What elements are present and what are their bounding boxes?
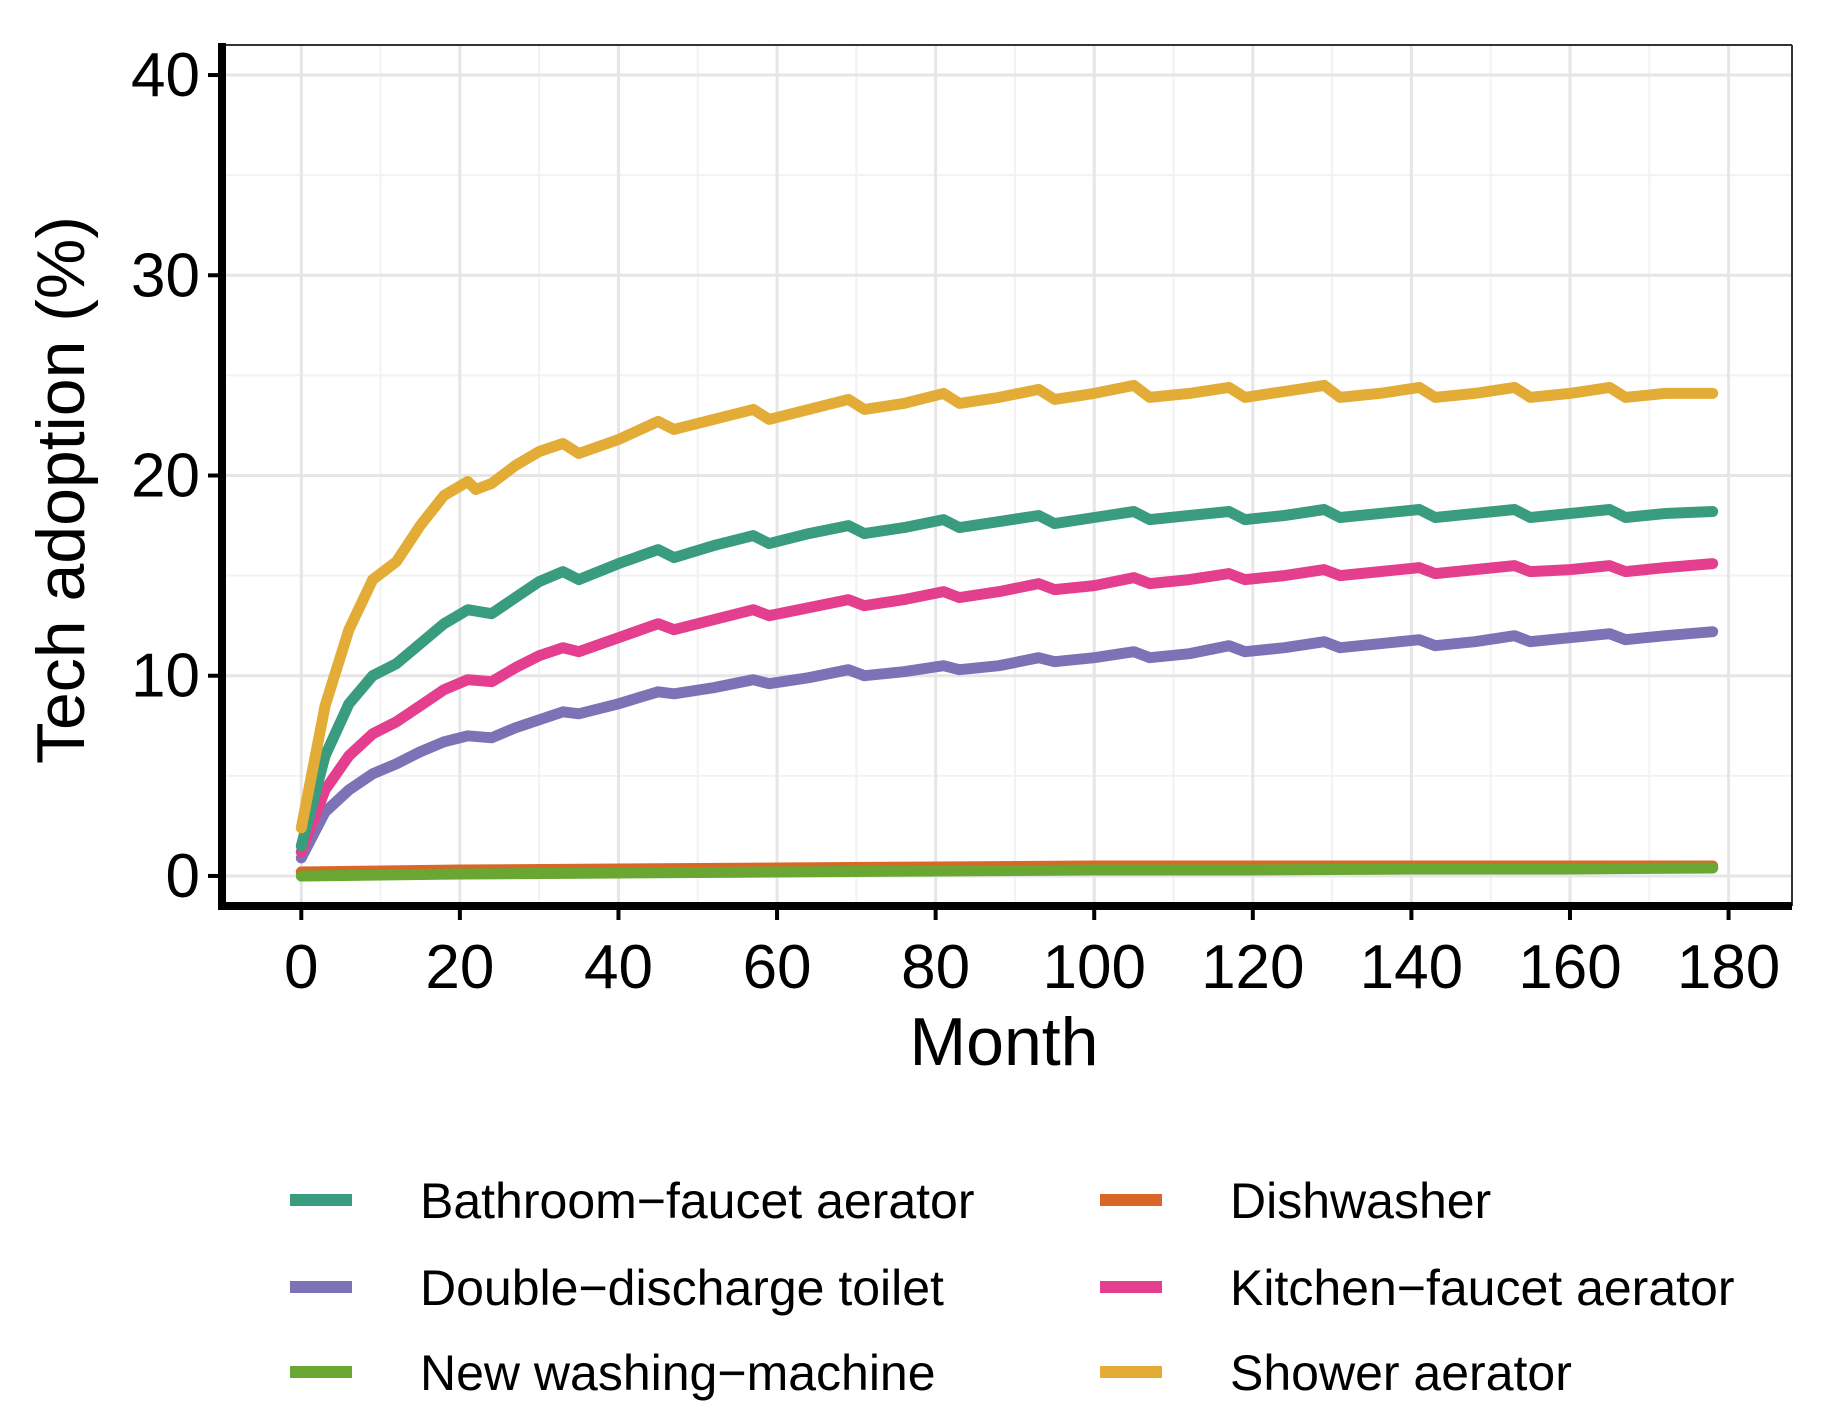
x-tick-label: 80 xyxy=(901,933,970,1002)
y-tick-label: 40 xyxy=(131,41,200,110)
x-tick-label: 100 xyxy=(1042,933,1145,1002)
x-tick-label: 180 xyxy=(1677,933,1780,1002)
legend-item: Double−discharge toilet xyxy=(290,1260,944,1316)
legend-item: Shower aerator xyxy=(1100,1345,1572,1401)
legend-item: Bathroom−faucet aerator xyxy=(290,1173,975,1229)
y-tick-label: 20 xyxy=(131,442,200,511)
tick-labels: 0 10 20 30 40 0 20 40 60 80 100 120 140 160 180 xyxy=(131,41,1780,1002)
x-tick-label: 20 xyxy=(425,933,494,1002)
x-tick-label: 120 xyxy=(1201,933,1304,1002)
series-line-kitchen-faucet-aerator xyxy=(295,558,1719,858)
series-line-bathroom-faucet-aerator xyxy=(295,504,1719,852)
x-axis-title: Month xyxy=(910,1004,1099,1080)
legend-label: Double−discharge toilet xyxy=(420,1260,944,1316)
series-lines xyxy=(295,379,1719,882)
x-tick-label: 140 xyxy=(1360,933,1463,1002)
legend-item: Kitchen−faucet aerator xyxy=(1100,1260,1735,1316)
series-line-shower-aerator xyxy=(295,379,1719,834)
legend-label: Dishwasher xyxy=(1230,1173,1491,1229)
legend-label: New washing−machine xyxy=(420,1345,936,1401)
legend: Bathroom−faucet aerator Dishwasher Double−… xyxy=(290,1173,1735,1401)
y-tick-label: 10 xyxy=(131,642,200,711)
plot-panel xyxy=(218,43,1793,910)
y-tick-label: 0 xyxy=(166,842,200,911)
y-tick-label: 30 xyxy=(131,241,200,310)
x-tick-label: 0 xyxy=(284,933,318,1002)
legend-label: Bathroom−faucet aerator xyxy=(420,1173,975,1229)
legend-label: Kitchen−faucet aerator xyxy=(1230,1260,1735,1316)
x-tick-label: 160 xyxy=(1518,933,1621,1002)
legend-label: Shower aerator xyxy=(1230,1345,1572,1401)
legend-item: Dishwasher xyxy=(1100,1173,1491,1229)
legend-item: New washing−machine xyxy=(290,1345,936,1401)
y-axis-title: Tech adoption (%) xyxy=(23,216,99,764)
series-line-double-discharge-toilet xyxy=(295,626,1719,864)
series-line-new-washing-machine xyxy=(295,862,1719,882)
x-tick-label: 60 xyxy=(743,933,812,1002)
x-tick-label: 40 xyxy=(584,933,653,1002)
